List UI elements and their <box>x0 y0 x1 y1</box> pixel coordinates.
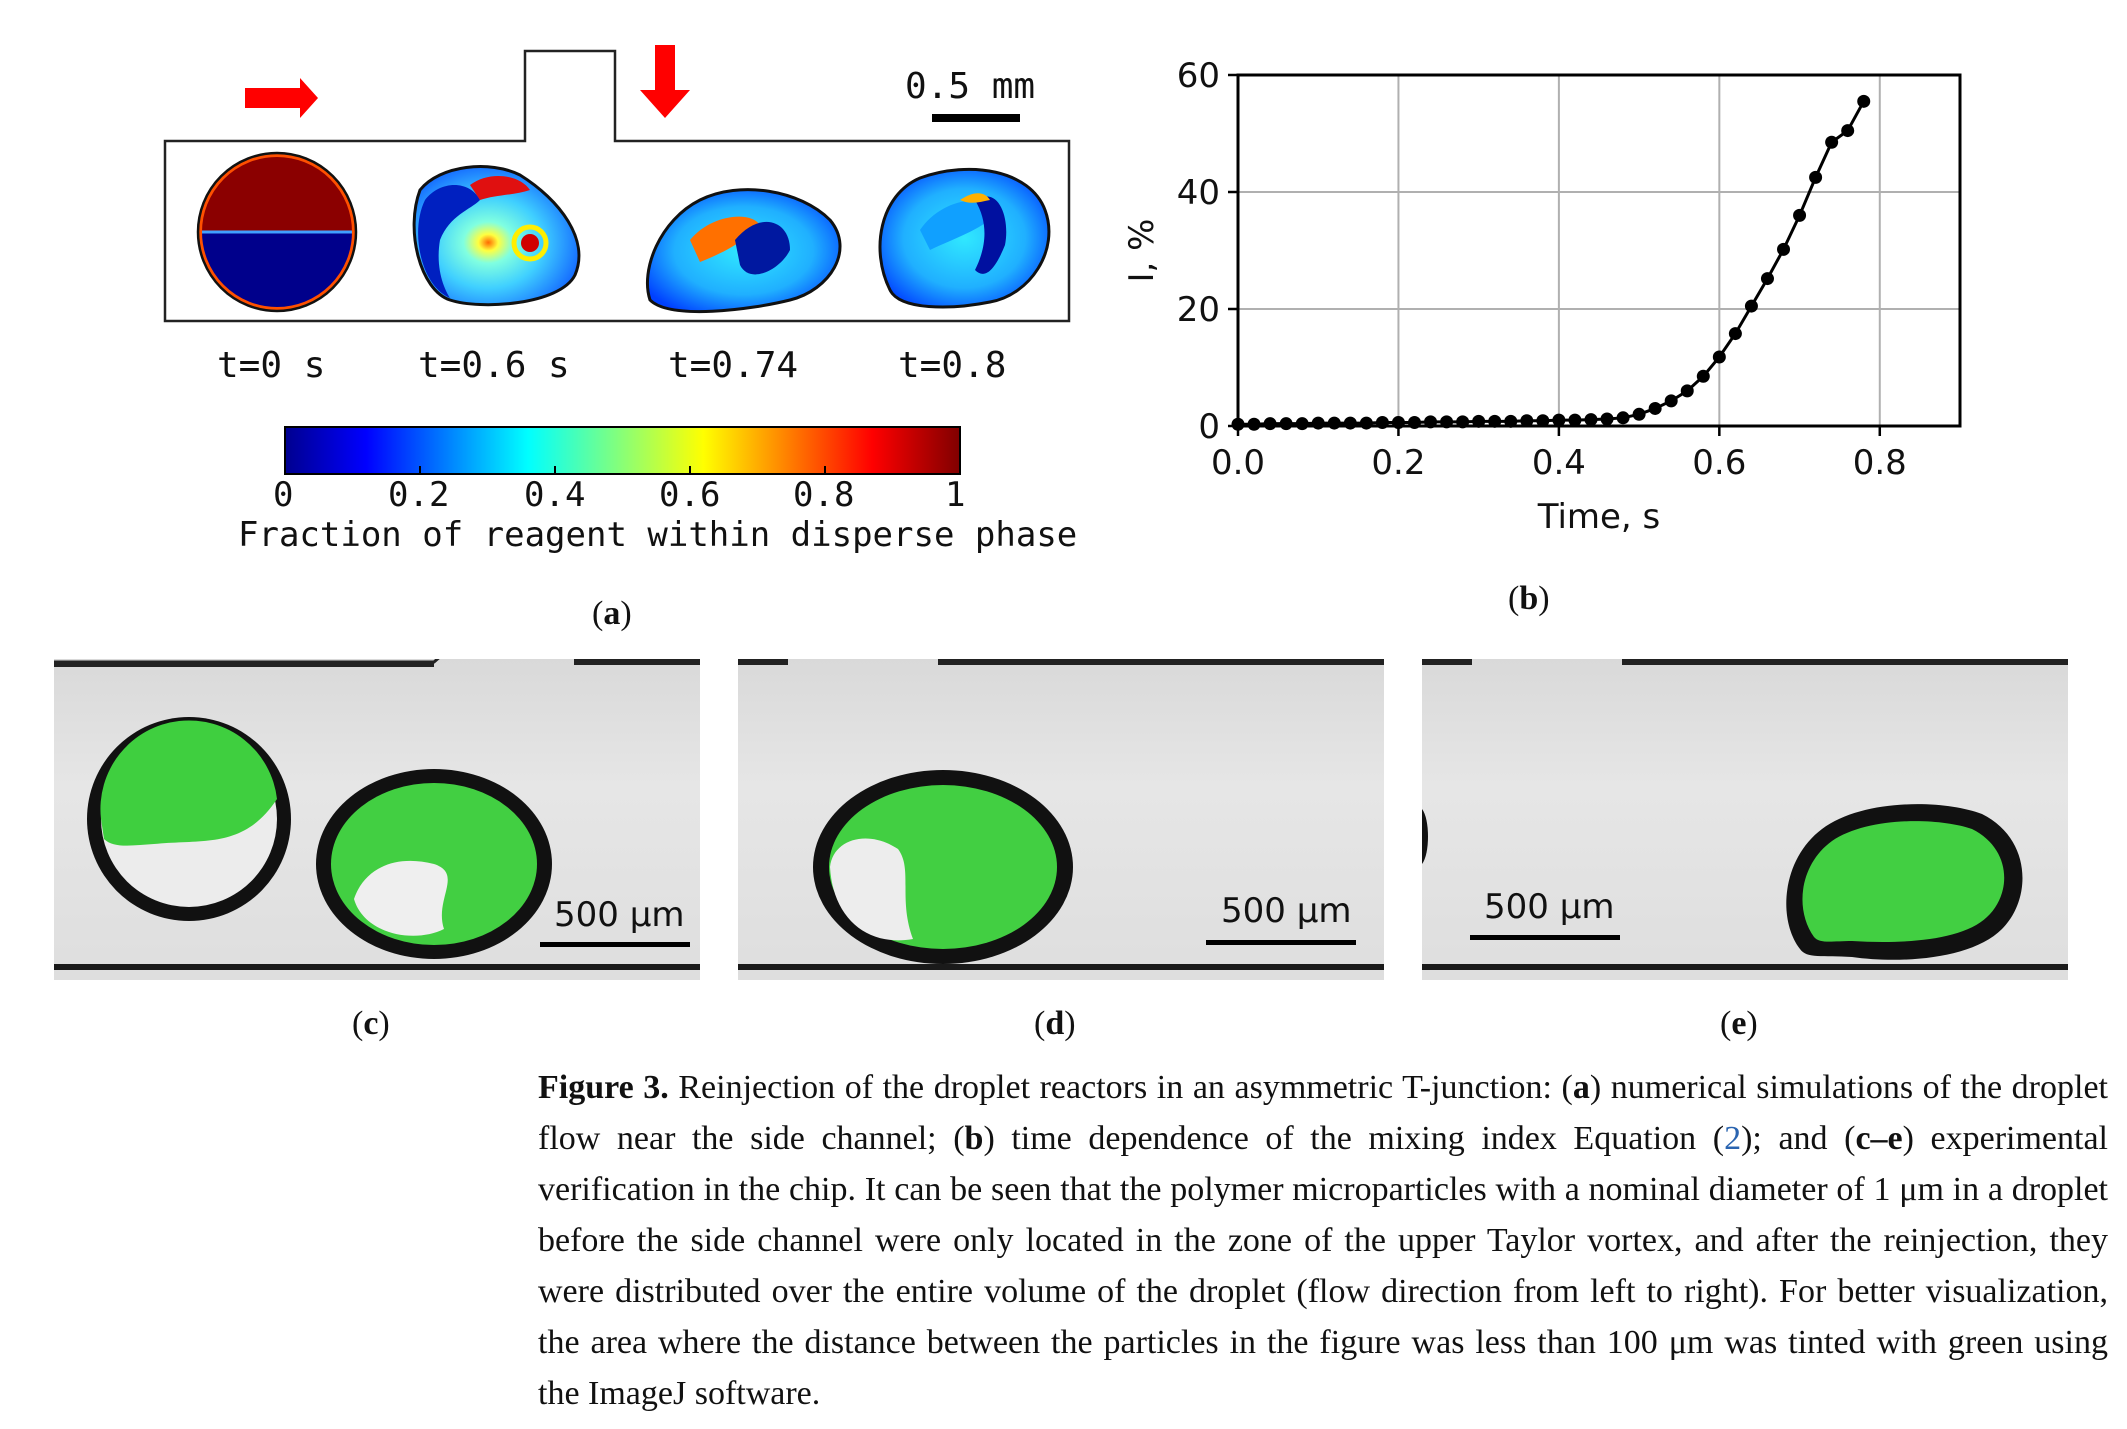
colorbar-tick-1: 0.2 <box>388 475 450 515</box>
data-point <box>1696 369 1710 383</box>
data-point <box>1456 415 1470 429</box>
data-point <box>1568 413 1582 427</box>
data-point <box>1440 415 1454 429</box>
colorbar-tick-5: 1 <box>945 475 966 515</box>
data-point <box>1584 413 1598 427</box>
data-point <box>1616 411 1630 425</box>
panel-label-e: (e) <box>1720 1005 1758 1042</box>
x-axis-label: Time, s <box>1537 497 1661 537</box>
data-point <box>1728 327 1742 341</box>
scale-label-d: 500 μm <box>1221 891 1352 931</box>
x-tick-label: 0.6 <box>1692 443 1746 483</box>
droplet-t074 <box>645 188 842 313</box>
flow-arrow-down-icon <box>640 45 690 118</box>
data-point <box>1520 414 1534 428</box>
data-point <box>1857 94 1871 108</box>
data-point <box>1327 416 1341 430</box>
figure-caption: Figure 3. Reinjection of the droplet rea… <box>538 1069 2108 1412</box>
data-point <box>1712 350 1726 364</box>
time-label-2: t=0.74 <box>668 345 799 386</box>
time-label-0: t=0 s <box>217 345 326 386</box>
data-point <box>1648 401 1662 415</box>
equation-ref-link[interactable]: 2 <box>1724 1120 1742 1157</box>
panel-label-b: (b) <box>1508 580 1550 617</box>
data-point <box>1231 417 1245 431</box>
data-point <box>1279 417 1293 431</box>
y-axis-label: I, % <box>1122 219 1162 283</box>
colorbar-tick-3: 0.6 <box>659 475 721 515</box>
colorbar-label: Fraction of reagent within disperse phas… <box>238 515 1078 555</box>
flow-arrow-right-icon <box>245 78 318 118</box>
y-tick-label: 40 <box>1177 173 1220 213</box>
panel-label-c: (c) <box>352 1005 390 1042</box>
photo-panel-e: 500 μm <box>1422 659 2068 980</box>
data-point <box>1472 414 1486 428</box>
data-point <box>1311 416 1325 430</box>
scale-label-c: 500 μm <box>554 895 685 935</box>
data-point <box>1600 412 1614 426</box>
data-point <box>1504 414 1518 428</box>
data-point <box>1793 208 1807 222</box>
data-point <box>1841 124 1855 138</box>
mixing-index-chart: 0.0 0.2 0.4 0.6 0.8 0 20 40 60 Time, s I, % <box>1122 56 1962 537</box>
time-label-1: t=0.6 s <box>418 345 570 386</box>
data-point <box>1424 415 1438 429</box>
x-tick-label: 0.2 <box>1371 443 1425 483</box>
scale-label-e: 500 μm <box>1484 887 1615 927</box>
droplet-t06 <box>412 165 581 307</box>
photo-panel-c: 500 μm <box>54 659 700 980</box>
data-point <box>1263 417 1277 431</box>
scale-bar-c <box>540 942 690 947</box>
data-point <box>1488 414 1502 428</box>
plot-frame <box>1236 73 1962 428</box>
colorbar <box>284 426 961 475</box>
data-point <box>1825 135 1839 149</box>
panel-label-d: (d) <box>1034 1005 1076 1042</box>
y-tick-label: 20 <box>1177 290 1220 330</box>
photo-panel-d: 500 μm <box>738 659 1384 980</box>
data-point <box>1552 413 1566 427</box>
data-point <box>1295 417 1309 431</box>
data-point <box>1359 416 1373 430</box>
data-point <box>1664 394 1678 408</box>
data-point <box>1407 415 1421 429</box>
data-point <box>1777 242 1791 256</box>
data-point <box>1375 415 1389 429</box>
colorbar-tick-2: 0.4 <box>524 475 586 515</box>
y-tick-label: 60 <box>1177 56 1220 96</box>
data-point <box>1343 416 1357 430</box>
scale-label-a: 0.5 mm <box>905 66 1036 107</box>
droplet-t0 <box>196 151 358 313</box>
data-point <box>1809 170 1823 184</box>
panel-a-simulation <box>163 45 1071 475</box>
series-line <box>1238 100 1866 426</box>
x-tick-label: 0.4 <box>1532 443 1586 483</box>
data-point <box>1247 417 1261 431</box>
figure-number: Figure 3. <box>538 1069 669 1106</box>
scale-bar-e <box>1470 935 1620 940</box>
x-tick-label: 0.8 <box>1853 443 1907 483</box>
x-tick-label: 0.0 <box>1211 443 1265 483</box>
colorbar-tick-4: 0.8 <box>793 475 855 515</box>
data-point <box>1744 299 1758 313</box>
data-point <box>1391 415 1405 429</box>
time-label-3: t=0.8 <box>898 345 1007 386</box>
data-point <box>1680 384 1694 398</box>
colorbar-tick-0: 0 <box>273 475 294 515</box>
data-point <box>1536 414 1550 428</box>
panel-label-a: (a) <box>592 595 632 632</box>
droplet-t08 <box>878 167 1051 309</box>
data-point <box>1760 272 1774 286</box>
scale-bar-d <box>1206 940 1356 945</box>
y-tick-label: 0 <box>1198 407 1220 447</box>
data-point <box>1632 407 1646 421</box>
